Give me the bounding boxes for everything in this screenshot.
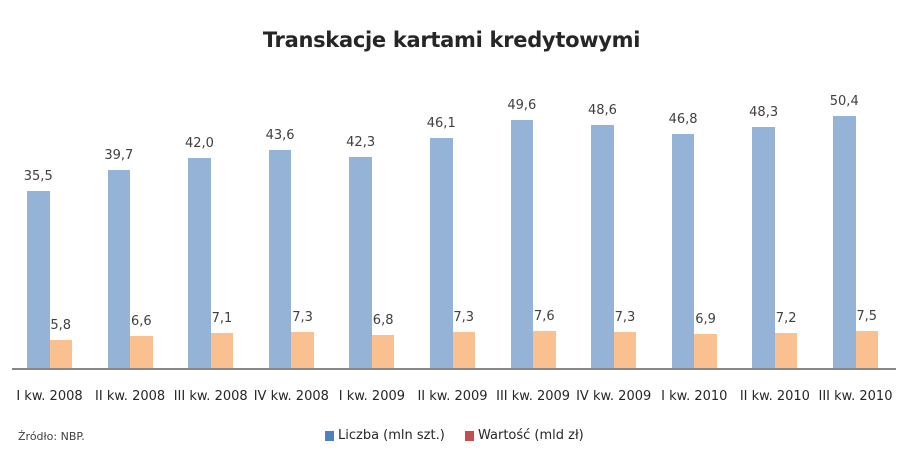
- data-label: 42,3: [346, 134, 376, 150]
- data-label: 7,3: [453, 310, 475, 326]
- bar-wartosc: [452, 332, 475, 369]
- data-label: 46,1: [426, 115, 456, 131]
- bar-wartosc: [371, 334, 395, 369]
- data-label: 49,6: [507, 98, 537, 113]
- bar-wartosc: [694, 334, 717, 369]
- data-label: 7,1: [211, 311, 233, 327]
- bar-liczba: [671, 134, 695, 369]
- x-axis-line: [12, 368, 896, 370]
- bar-liczba: [430, 137, 453, 369]
- data-label: 39,7: [104, 147, 134, 163]
- legend-swatch-liczba: [325, 430, 334, 441]
- x-tick-label: II kw. 2009: [417, 389, 488, 404]
- x-tick-label: IV kw. 2009: [576, 389, 652, 404]
- legend-label-wartosc: Wartość (mld zł): [478, 428, 584, 443]
- bar-liczba: [107, 169, 131, 369]
- bar-wartosc: [49, 339, 72, 369]
- data-label: 7,3: [614, 310, 636, 326]
- data-label: 5,8: [50, 317, 72, 333]
- bar-wartosc: [855, 331, 878, 369]
- bar-liczba: [349, 156, 372, 369]
- data-label: 42,0: [184, 136, 214, 152]
- data-label: 48,6: [587, 103, 617, 119]
- bar-liczba: [833, 115, 856, 369]
- data-label: 6,6: [131, 313, 152, 329]
- x-tick-label: III kw. 2008: [173, 389, 248, 404]
- bar-wartosc: [291, 332, 314, 369]
- x-tick-label: IV kw. 2008: [253, 389, 329, 404]
- source-note: Źródło: NBP.: [18, 430, 85, 443]
- bar-wartosc: [613, 332, 637, 369]
- x-tick-label: III kw. 2010: [818, 389, 893, 404]
- x-tick-label: III kw. 2009: [496, 389, 571, 404]
- x-tick-label: I kw. 2010: [661, 389, 728, 404]
- data-label: 7,3: [292, 310, 313, 326]
- data-label: 7,6: [534, 308, 555, 324]
- data-label: 35,5: [23, 168, 53, 184]
- bar-wartosc: [533, 330, 556, 369]
- legend-label-liczba: Liczba (mln szt.): [338, 428, 445, 443]
- x-tick-label: II kw. 2010: [739, 389, 810, 404]
- data-label: 48,3: [749, 104, 779, 120]
- bar-wartosc: [210, 333, 234, 369]
- bar-liczba: [27, 190, 50, 369]
- x-tick-label: II kw. 2008: [95, 389, 166, 404]
- x-tick-label: I kw. 2008: [16, 389, 83, 404]
- data-label: 43,6: [265, 128, 295, 144]
- bar-liczba: [188, 158, 211, 369]
- data-label: 6,9: [695, 312, 716, 328]
- data-label: 7,5: [856, 309, 878, 325]
- data-label: 7,2: [775, 310, 797, 326]
- data-label: 6,8: [372, 312, 394, 328]
- chart-title: Transkacje kartami kredytowymi: [262, 28, 641, 52]
- bar-wartosc: [774, 332, 798, 369]
- bar-liczba: [268, 150, 292, 369]
- legend-swatch-wartosc: [465, 430, 474, 441]
- x-tick-label: I kw. 2009: [338, 389, 406, 404]
- legend-item-liczba: Liczba (mln szt.): [325, 428, 445, 443]
- legend-item-wartosc: Wartość (mld zł): [465, 428, 584, 443]
- bar-liczba: [752, 126, 775, 369]
- data-label: 46,8: [668, 112, 698, 128]
- bar-wartosc: [130, 335, 153, 369]
- bar-liczba: [591, 125, 614, 369]
- bar-liczba: [510, 120, 534, 369]
- data-label: 50,4: [829, 93, 859, 109]
